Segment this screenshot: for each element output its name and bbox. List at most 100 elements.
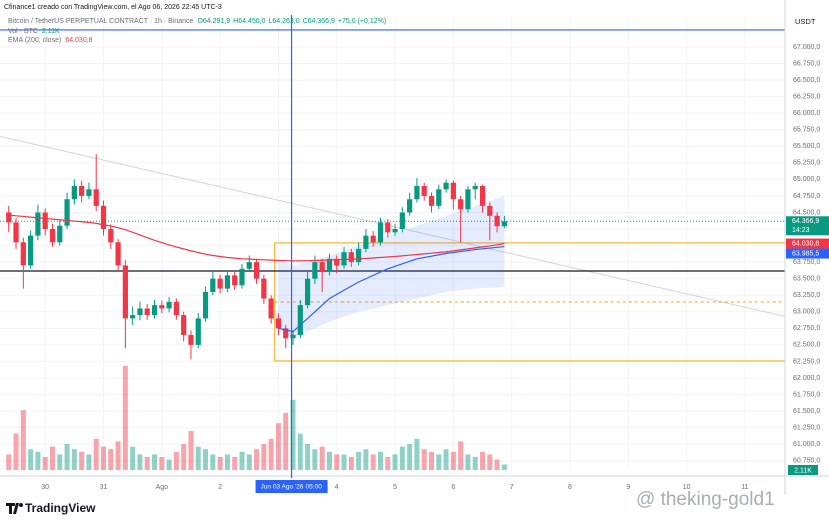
volume-bar <box>319 446 325 470</box>
volume-bar <box>297 433 303 470</box>
candle-body <box>210 278 216 292</box>
candle-body <box>501 221 507 227</box>
candle-body <box>450 182 456 200</box>
volume-bar <box>385 457 391 470</box>
candle-body <box>122 265 128 319</box>
open: O64.291,9 <box>197 18 230 25</box>
volume-bar <box>210 454 216 470</box>
y-tick-label: 65.750,0 <box>793 127 820 134</box>
volume-label-box <box>788 465 818 475</box>
candle-body <box>399 212 405 230</box>
low: L64.263,0 <box>268 18 299 25</box>
volume-bar <box>465 454 471 470</box>
volume-bar <box>283 412 289 470</box>
candle-body <box>363 235 369 249</box>
candle-body <box>217 278 223 289</box>
high: H64.450,0 <box>233 18 265 25</box>
volume-bar <box>195 446 201 470</box>
candle-body <box>428 195 435 206</box>
volume-bar <box>57 454 63 470</box>
volume-bar <box>115 441 121 470</box>
volume-bar <box>152 454 158 470</box>
candle-body <box>436 189 442 206</box>
volume-bar <box>275 423 281 470</box>
volume-bar <box>356 451 362 470</box>
price-label: 64.030,8 <box>792 240 819 247</box>
watermark: @ theking-gold1 <box>636 489 775 510</box>
y-tick-label: 66.250,0 <box>793 93 820 100</box>
cursor-time: 05:00 <box>306 484 323 491</box>
x-tick-label: 4 <box>335 484 339 491</box>
price-label: 64.366,9 <box>792 218 819 225</box>
candle-body <box>377 222 384 243</box>
volume-bar <box>363 449 369 470</box>
candle-body <box>326 258 333 273</box>
candle-body <box>71 185 77 200</box>
legend-symbol: Bitcoin / TetherUS PERPETUAL CONTRACT · … <box>8 18 386 25</box>
volume-bar <box>472 457 478 470</box>
candle-body <box>13 222 19 243</box>
x-tick-label: 11 <box>741 484 748 491</box>
y-tick-label: 62.500,0 <box>793 342 820 349</box>
volume-bar <box>217 457 223 470</box>
candle-body <box>224 275 231 289</box>
volume-bar <box>246 454 252 470</box>
volume-bar <box>341 454 347 470</box>
y-tick-label: 65.250,0 <box>793 160 820 167</box>
candle-body <box>137 308 143 316</box>
candle-body <box>181 315 187 335</box>
x-tick-label: 2 <box>218 484 222 491</box>
candle-body <box>268 298 274 319</box>
trendline <box>0 135 785 317</box>
y-tick-label: 64.500,0 <box>793 209 820 216</box>
candle-body <box>487 205 493 216</box>
candle-body <box>407 199 413 213</box>
volume-bar <box>458 441 464 470</box>
ema-line <box>8 214 505 262</box>
candle-body <box>93 189 99 206</box>
volume-bar <box>6 454 12 470</box>
candle-body <box>304 278 311 306</box>
x-tick-label: 7 <box>510 484 514 491</box>
y-tick-label: 66.000,0 <box>793 110 820 117</box>
candle-body <box>421 185 427 196</box>
candle-body <box>35 212 41 236</box>
y-tick-label: 63.000,0 <box>793 309 820 316</box>
price-label: 63.985,5 <box>792 250 819 257</box>
candle-body <box>472 185 478 190</box>
volume-bar <box>254 449 260 470</box>
y-tick-label: 60.750,0 <box>793 458 820 465</box>
volume-bar <box>399 446 405 470</box>
y-tick-label: 61.000,0 <box>793 441 820 448</box>
candle-body <box>246 262 252 269</box>
candle-body <box>370 235 376 243</box>
volume-bar <box>377 451 383 470</box>
candle-body <box>392 229 398 233</box>
candle-body <box>297 305 303 335</box>
candle-body <box>465 189 471 210</box>
x-tick-label: 30 <box>41 484 49 491</box>
candle-body <box>42 212 48 230</box>
y-tick-label: 66.500,0 <box>793 77 820 84</box>
candle-body <box>341 252 347 266</box>
volume-bar <box>501 464 507 470</box>
y-tick-label: 63.250,0 <box>793 292 820 299</box>
volume-bar <box>188 431 194 470</box>
volume-bar <box>122 366 128 470</box>
candle-body <box>494 215 500 227</box>
y-tick-label: 65.500,0 <box>793 143 820 150</box>
volume-bar <box>268 438 274 470</box>
volume-bar <box>407 444 413 470</box>
volume-bar <box>312 449 318 470</box>
candle-body <box>283 328 289 339</box>
y-tick-label: 63.500,0 <box>793 276 820 283</box>
y-tick-label: 65.000,0 <box>793 176 820 183</box>
ema-name: EMA (200, close) <box>8 37 61 44</box>
volume-bar <box>13 433 19 470</box>
volume-bar <box>348 457 354 470</box>
volume-bar <box>101 446 107 470</box>
volume-bar <box>93 438 99 470</box>
candle-body <box>414 185 420 200</box>
candle-body <box>159 305 165 309</box>
